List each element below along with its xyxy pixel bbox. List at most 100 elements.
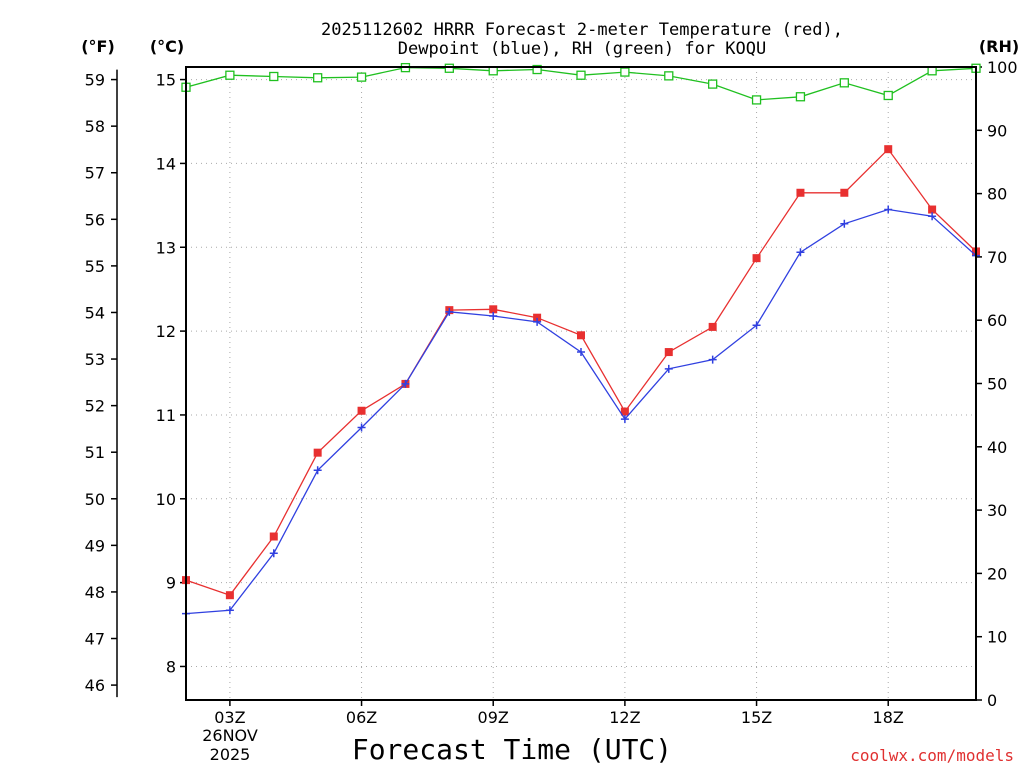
- celsius-tick-label-9: 9: [166, 574, 176, 593]
- rh-axis: 0 10 20 30 40 50 60 70 80 90 100: [976, 58, 1018, 710]
- rh-tick-label-100: 100: [987, 58, 1018, 77]
- credit-link[interactable]: coolwx.com/models: [850, 746, 1014, 765]
- temperature-point-5: [313, 448, 322, 457]
- fahrenheit-axis: 46 47 48 49 50 51 52 53 54 55 56 57 58 59: [85, 69, 118, 698]
- x-tick-label-06Z: 06Z: [346, 708, 377, 727]
- chart-title-line2: Dewpoint (blue), RH (green) for KOQU: [398, 39, 766, 59]
- temperature-point-6: [357, 406, 366, 415]
- fahrenheit-tick-label-55: 55: [85, 257, 105, 276]
- dewpoint-point-16: [796, 248, 805, 257]
- celsius-axis-unit: (°C): [150, 37, 184, 56]
- fahrenheit-tick-label-52: 52: [85, 397, 105, 416]
- dewpoint-point-3: [225, 606, 234, 615]
- rh-tick-label-10: 10: [987, 628, 1007, 647]
- rh-point-5: [313, 73, 323, 83]
- celsius-tick-label-14: 14: [156, 154, 176, 173]
- fahrenheit-tick-label-56: 56: [85, 210, 105, 229]
- temperature-point-17: [840, 188, 849, 197]
- rh-point-18: [883, 90, 893, 101]
- rh-point-3: [225, 70, 235, 80]
- celsius-tick-label-8: 8: [166, 657, 176, 676]
- date-label-day: 26NOV: [202, 726, 258, 745]
- dewpoint-series: [182, 205, 980, 618]
- rh-tick-label-0: 0: [987, 691, 997, 710]
- dewpoint-point-11: [577, 348, 585, 357]
- fahrenheit-tick-label-51: 51: [85, 443, 105, 462]
- dewpoint-point-15: [752, 321, 761, 330]
- x-tick-label-15Z: 15Z: [741, 708, 772, 727]
- celsius-tick-label-10: 10: [156, 490, 176, 509]
- grid-lines: [186, 67, 976, 700]
- x-tick-label-03Z: 03Z: [214, 708, 245, 727]
- dewpoint-point-19: [928, 212, 937, 221]
- rh-point-11: [576, 70, 586, 80]
- dewpoint-point-13: [664, 364, 673, 373]
- celsius-tick-label-11: 11: [156, 406, 176, 425]
- x-tick-label-18Z: 18Z: [873, 708, 904, 727]
- dewpoint-point-6: [357, 423, 366, 432]
- rh-point-12: [620, 67, 630, 77]
- rh-point-15: [751, 95, 762, 105]
- temperature-point-15: [752, 254, 761, 263]
- x-tick-label-09Z: 09Z: [478, 708, 509, 727]
- plot-frame: [185, 66, 977, 701]
- dewpoint-point-7: [401, 379, 410, 388]
- rh-tick-label-70: 70: [987, 248, 1007, 267]
- temperature-point-4: [269, 532, 278, 541]
- celsius-axis: 8 9 10 11 12 13 14 15: [156, 71, 186, 676]
- rh-point-16: [795, 92, 806, 102]
- dewpoint-point-9: [489, 312, 498, 321]
- rh-axis-unit: (RH): [979, 37, 1019, 56]
- temperature-point-11: [577, 331, 585, 340]
- temperature-point-19: [928, 205, 937, 214]
- rh-point-4: [269, 71, 279, 82]
- dewpoint-point-8: [445, 307, 454, 316]
- fahrenheit-tick-label-47: 47: [85, 630, 105, 649]
- temperature-series: [182, 145, 980, 600]
- rh-tick-label-90: 90: [987, 121, 1007, 140]
- series-layer: [181, 62, 981, 618]
- temperature-point-9: [489, 305, 498, 314]
- celsius-tick-label-12: 12: [156, 322, 176, 341]
- fahrenheit-tick-label-49: 49: [85, 536, 105, 555]
- rh-point-13: [664, 71, 674, 81]
- fahrenheit-tick-label-54: 54: [85, 303, 105, 322]
- fahrenheit-tick-label-48: 48: [85, 583, 105, 602]
- dewpoint-point-18: [884, 205, 893, 214]
- fahrenheit-tick-label-59: 59: [85, 71, 105, 90]
- rh-tick-label-80: 80: [987, 185, 1007, 204]
- rh-point-8: [444, 63, 454, 73]
- rh-tick-label-20: 20: [987, 564, 1007, 583]
- chart-title-line1: 2025112602 HRRR Forecast 2-meter Tempera…: [321, 20, 843, 40]
- temperature-point-14: [708, 322, 717, 331]
- fahrenheit-tick-label-53: 53: [85, 350, 105, 369]
- dewpoint-line: [185, 208, 977, 615]
- rh-point-17: [839, 78, 849, 88]
- temperature-point-13: [664, 348, 673, 357]
- rh-point-6: [356, 72, 367, 82]
- fahrenheit-axis-unit: (°F): [81, 37, 115, 56]
- rh-tick-label-30: 30: [987, 501, 1007, 520]
- temperature-point-18: [884, 145, 893, 154]
- dewpoint-point-10: [533, 317, 542, 326]
- dewpoint-point-17: [840, 219, 849, 228]
- x-axis: 03Z 06Z 09Z 12Z 15Z 18Z: [214, 700, 904, 727]
- temperature-point-10: [533, 313, 542, 322]
- rh-point-10: [532, 64, 542, 75]
- rh-tick-label-60: 60: [987, 311, 1007, 330]
- temperature-line: [185, 148, 977, 596]
- dewpoint-point-14: [708, 355, 717, 364]
- x-axis-title: Forecast Time (UTC): [352, 733, 672, 766]
- rh-series: [181, 62, 981, 105]
- dewpoint-point-5: [313, 466, 322, 475]
- celsius-tick-label-13: 13: [156, 238, 176, 257]
- fahrenheit-tick-label-46: 46: [85, 676, 105, 695]
- x-tick-label-12Z: 12Z: [609, 708, 640, 727]
- rh-tick-label-40: 40: [987, 438, 1007, 457]
- temperature-point-3: [225, 591, 234, 600]
- temperature-point-16: [796, 188, 805, 197]
- rh-point-14: [708, 79, 718, 89]
- fahrenheit-tick-label-57: 57: [85, 164, 105, 183]
- fahrenheit-tick-label-50: 50: [85, 490, 105, 509]
- dewpoint-point-4: [269, 549, 278, 558]
